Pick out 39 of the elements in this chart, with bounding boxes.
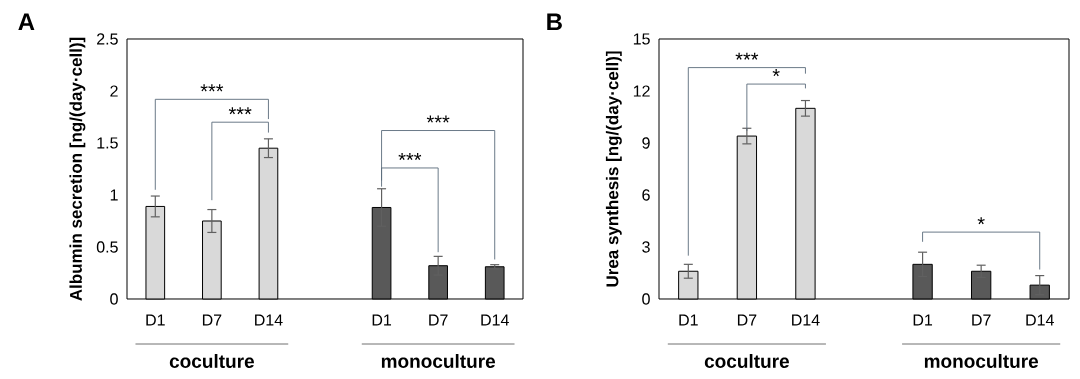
y-tick-label: 15 xyxy=(633,33,650,45)
y-tick-label: 12 xyxy=(633,85,650,97)
y-tick-label: 3 xyxy=(642,241,650,253)
x-tick-label: D14 xyxy=(1026,314,1054,326)
x-tick-label: D14 xyxy=(481,314,509,326)
y-tick-label: 2 xyxy=(110,85,118,97)
x-tick-label: D7 xyxy=(737,314,757,326)
y-tick-label: 1 xyxy=(110,189,118,201)
x-tick-label: D7 xyxy=(429,314,448,326)
x-tick-label: D7 xyxy=(972,314,991,326)
annotation: * xyxy=(977,217,985,225)
text: coculture xyxy=(704,354,789,368)
x-tick-label: D1 xyxy=(679,314,698,326)
x-tick-label: D1 xyxy=(372,314,392,326)
annotation: *** xyxy=(228,107,252,115)
y-tick-label: 6 xyxy=(642,189,650,201)
x-tick-label: D14 xyxy=(255,314,283,326)
x-tick-label: D1 xyxy=(146,314,165,326)
annotation: *** xyxy=(426,115,450,123)
chart-title: B xyxy=(547,13,562,31)
y-tick-label: 0.5 xyxy=(96,241,118,253)
x-tick-label: D1 xyxy=(913,314,933,326)
annotation: *** xyxy=(200,84,224,92)
y-tick-label: 0 xyxy=(110,293,118,305)
annotation: *** xyxy=(398,152,422,161)
x-tick-label: D7 xyxy=(202,314,222,326)
y-tick-label: 9 xyxy=(642,137,650,149)
text: monoculture xyxy=(924,354,1039,368)
y-axis-title: Albumin secretion [ng/(day·cell)] xyxy=(69,37,86,301)
y-axis-title: Urea synthesis [ng/(day·cell)] xyxy=(605,51,622,287)
x-tick-label: D14 xyxy=(792,314,820,326)
y-tick-label: 0 xyxy=(642,293,650,305)
text: monoculture xyxy=(381,354,496,368)
y-tick-label: 2.5 xyxy=(97,33,118,45)
text: coculture xyxy=(169,354,254,368)
chart-title: A xyxy=(18,13,35,31)
annotation: *** xyxy=(735,52,759,60)
annotation: * xyxy=(772,69,780,77)
y-tick-label: 1.5 xyxy=(97,137,118,149)
